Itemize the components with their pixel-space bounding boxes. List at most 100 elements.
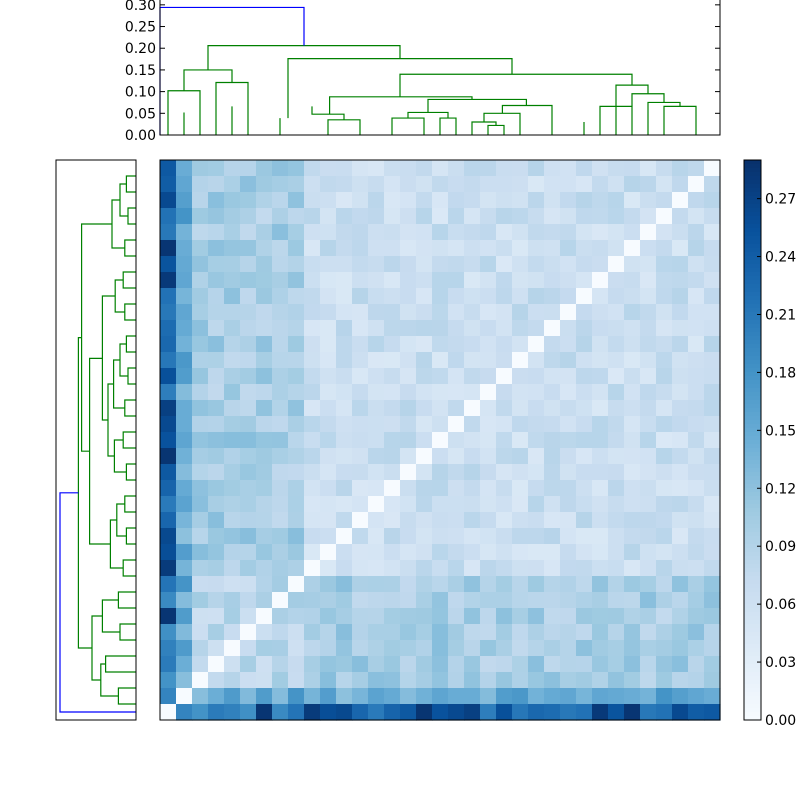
heatmap-cell bbox=[240, 320, 257, 337]
heatmap-cell bbox=[256, 256, 273, 273]
heatmap-cell bbox=[480, 256, 497, 273]
heatmap-cell bbox=[432, 576, 449, 593]
heatmap-cell bbox=[160, 640, 177, 657]
heatmap-cell bbox=[336, 176, 353, 193]
heatmap-cell bbox=[320, 304, 337, 321]
heatmap-cell bbox=[608, 400, 625, 417]
heatmap-cell bbox=[288, 464, 305, 481]
heatmap-cell bbox=[400, 496, 417, 513]
colorbar-segment bbox=[744, 636, 761, 641]
heatmap-cell bbox=[368, 208, 385, 225]
colorbar-segment bbox=[744, 396, 761, 401]
heatmap-cell bbox=[368, 160, 385, 177]
colorbar-segment bbox=[744, 676, 761, 681]
heatmap-cell bbox=[336, 576, 353, 593]
heatmap-cell bbox=[592, 624, 609, 641]
heatmap-cell bbox=[544, 528, 561, 545]
heatmap-cell bbox=[576, 544, 593, 561]
heatmap-cell bbox=[208, 576, 225, 593]
colorbar-segment bbox=[744, 184, 761, 189]
dendrogram-link bbox=[125, 335, 136, 353]
heatmap-cell bbox=[160, 384, 177, 401]
heatmap-cell bbox=[512, 256, 529, 273]
heatmap-cell bbox=[384, 160, 401, 177]
heatmap-cell bbox=[576, 208, 593, 225]
heatmap-cell bbox=[368, 352, 385, 369]
heatmap-cell bbox=[464, 416, 481, 433]
heatmap-cell bbox=[448, 496, 465, 513]
heatmap-cell bbox=[480, 560, 497, 577]
heatmap-cell bbox=[608, 336, 625, 353]
heatmap-cell bbox=[560, 352, 577, 369]
heatmap-cell bbox=[256, 480, 273, 497]
heatmap-cell bbox=[448, 688, 465, 705]
heatmap-cell bbox=[592, 528, 609, 545]
heatmap-cell bbox=[224, 672, 241, 689]
colorbar-segment bbox=[744, 460, 761, 465]
heatmap-cell bbox=[320, 560, 337, 577]
heatmap-cell bbox=[224, 400, 241, 417]
heatmap-cell bbox=[512, 288, 529, 305]
heatmap-cell bbox=[416, 272, 433, 289]
heatmap-cell bbox=[160, 560, 177, 577]
heatmap-cell bbox=[176, 688, 193, 705]
heatmap-cell bbox=[704, 272, 721, 289]
heatmap-cell bbox=[336, 688, 353, 705]
heatmap-cell bbox=[480, 672, 497, 689]
heatmap-cell bbox=[704, 608, 721, 625]
heatmap-cell bbox=[208, 320, 225, 337]
heatmap-cell bbox=[688, 640, 705, 657]
heatmap-cell bbox=[208, 624, 225, 641]
heatmap-cell bbox=[656, 352, 673, 369]
heatmap-cell bbox=[512, 432, 529, 449]
heatmap-cell bbox=[416, 656, 433, 673]
heatmap-cell bbox=[560, 304, 577, 321]
heatmap-cell bbox=[416, 672, 433, 689]
heatmap-cell bbox=[432, 704, 449, 721]
heatmap-cell bbox=[400, 576, 417, 593]
heatmap-cell bbox=[160, 288, 177, 305]
heatmap-cell bbox=[304, 224, 321, 241]
colorbar-segment bbox=[744, 540, 761, 545]
heatmap-cell bbox=[224, 496, 241, 513]
heatmap-cell bbox=[176, 192, 193, 209]
heatmap-cell bbox=[400, 208, 417, 225]
dendrogram-link bbox=[113, 439, 127, 473]
colorbar-segment bbox=[744, 616, 761, 621]
heatmap-cell bbox=[624, 272, 641, 289]
heatmap-cell bbox=[256, 224, 273, 241]
heatmap-cell bbox=[256, 336, 273, 353]
heatmap-cell bbox=[496, 288, 513, 305]
heatmap-cell bbox=[368, 416, 385, 433]
heatmap-cell bbox=[528, 320, 545, 337]
heatmap-cell bbox=[672, 672, 689, 689]
colorbar-segment bbox=[744, 548, 761, 553]
colorbar-segment bbox=[744, 624, 761, 629]
colorbar-segment bbox=[744, 208, 761, 213]
heatmap-cell bbox=[448, 176, 465, 193]
heatmap-cell bbox=[208, 608, 225, 625]
heatmap-cell bbox=[688, 480, 705, 497]
heatmap-cell bbox=[672, 320, 689, 337]
heatmap-cell bbox=[480, 704, 497, 721]
heatmap-cell bbox=[240, 576, 257, 593]
heatmap-cell bbox=[640, 400, 657, 417]
heatmap-cell bbox=[528, 352, 545, 369]
heatmap-cell bbox=[336, 448, 353, 465]
heatmap-cell bbox=[256, 544, 273, 561]
heatmap-cell bbox=[560, 464, 577, 481]
heatmap-cell bbox=[256, 608, 273, 625]
heatmap-cell bbox=[304, 656, 321, 673]
heatmap-cell bbox=[240, 416, 257, 433]
colorbar-segment bbox=[744, 420, 761, 425]
heatmap-cell bbox=[480, 640, 497, 657]
heatmap-cell bbox=[640, 560, 657, 577]
dendrogram-link bbox=[125, 175, 136, 193]
top-dendrogram bbox=[159, 6, 697, 135]
heatmap-cell bbox=[544, 640, 561, 657]
heatmap-cell bbox=[416, 704, 433, 721]
dendrogram-link bbox=[124, 239, 136, 257]
heatmap-cell bbox=[384, 704, 401, 721]
heatmap-cell bbox=[448, 432, 465, 449]
heatmap-cell bbox=[496, 672, 513, 689]
